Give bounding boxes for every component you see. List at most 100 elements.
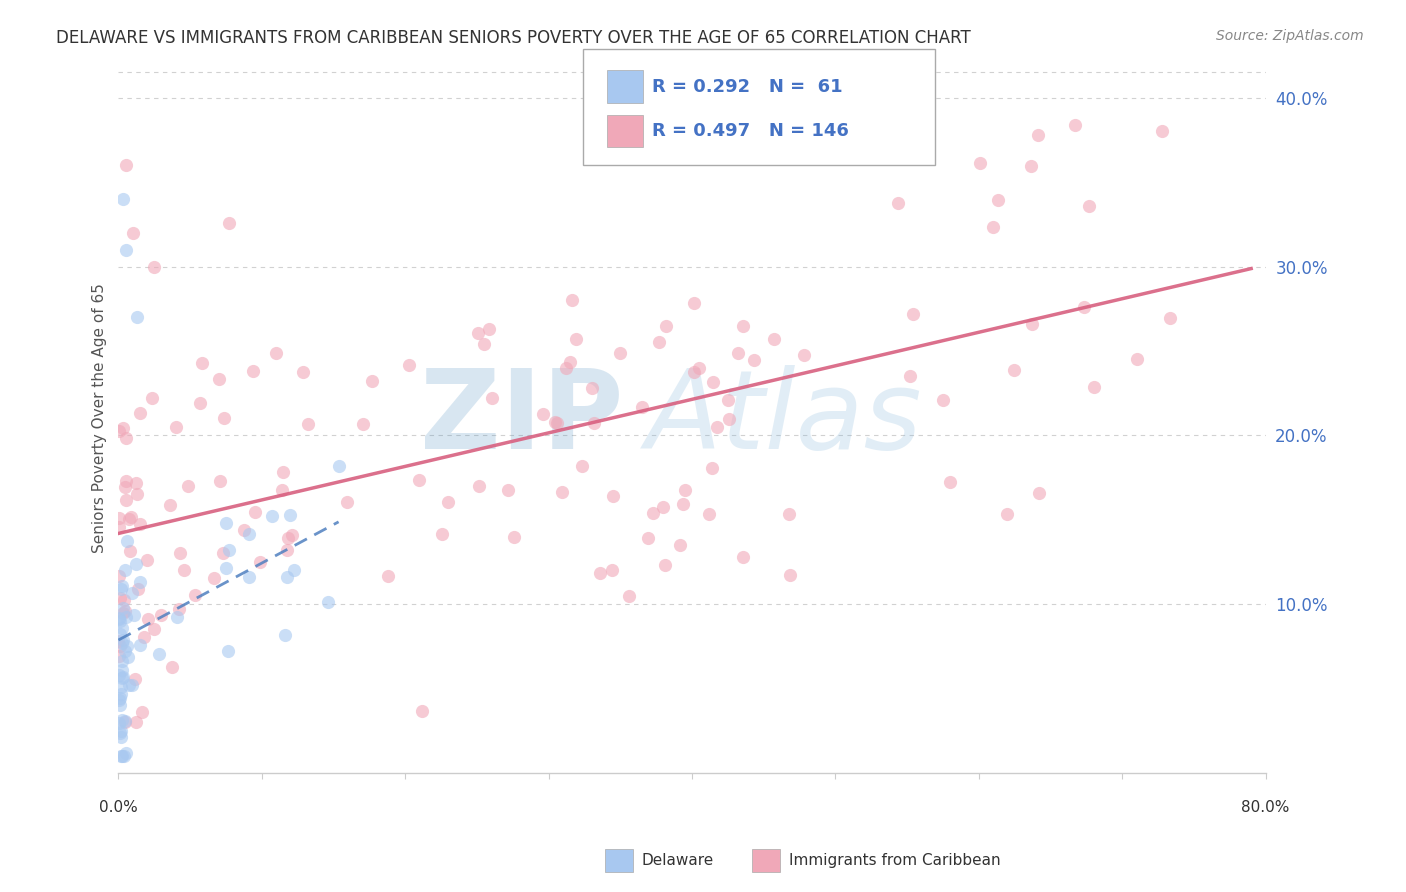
Point bbox=[673, 483, 696, 497]
Point bbox=[697, 507, 720, 521]
Point bbox=[167, 602, 190, 616]
Point bbox=[432, 527, 454, 541]
Point bbox=[111, 713, 134, 727]
Point bbox=[218, 217, 240, 231]
Text: DELAWARE VS IMMIGRANTS FROM CARIBBEAN SENIORS POVERTY OVER THE AGE OF 65 CORRELA: DELAWARE VS IMMIGRANTS FROM CARIBBEAN SE… bbox=[56, 29, 972, 46]
Point bbox=[110, 614, 132, 628]
Point bbox=[115, 639, 138, 653]
Point bbox=[114, 604, 136, 618]
Point bbox=[779, 567, 801, 582]
Point bbox=[641, 506, 664, 520]
Point bbox=[108, 626, 131, 640]
Point bbox=[128, 406, 150, 420]
Point bbox=[111, 670, 134, 684]
Y-axis label: Seniors Poverty Over the Age of 65: Seniors Poverty Over the Age of 65 bbox=[93, 284, 107, 553]
Point bbox=[122, 607, 145, 622]
Point bbox=[110, 748, 132, 763]
Point bbox=[150, 607, 173, 622]
Point bbox=[184, 588, 207, 602]
Point bbox=[481, 391, 503, 405]
Point bbox=[212, 546, 235, 560]
Point bbox=[108, 591, 131, 606]
Point bbox=[165, 420, 187, 434]
Point bbox=[208, 372, 231, 386]
Point bbox=[763, 332, 786, 346]
Point bbox=[114, 644, 136, 658]
Point bbox=[271, 465, 294, 479]
Point bbox=[108, 612, 131, 626]
Point bbox=[114, 714, 136, 729]
Point bbox=[190, 356, 212, 370]
Point bbox=[276, 570, 298, 584]
Point bbox=[215, 560, 238, 574]
Point bbox=[118, 677, 141, 691]
Point bbox=[377, 568, 399, 582]
Point bbox=[114, 480, 136, 494]
Point bbox=[127, 582, 149, 597]
Point bbox=[111, 192, 134, 206]
Point bbox=[682, 365, 704, 379]
Point bbox=[1126, 352, 1149, 367]
Point bbox=[114, 243, 136, 257]
Point bbox=[731, 318, 754, 333]
Point bbox=[1064, 118, 1087, 132]
Point bbox=[202, 571, 225, 585]
Point bbox=[793, 348, 815, 362]
Point bbox=[115, 610, 138, 624]
Point bbox=[217, 644, 239, 658]
Point bbox=[654, 558, 676, 573]
Text: R = 0.292   N =  61: R = 0.292 N = 61 bbox=[652, 78, 844, 95]
Point bbox=[297, 417, 319, 431]
Point bbox=[159, 498, 181, 512]
Point bbox=[436, 495, 458, 509]
Point bbox=[600, 563, 623, 577]
Text: ZIP: ZIP bbox=[420, 365, 623, 472]
Point bbox=[108, 520, 131, 534]
Point bbox=[987, 193, 1010, 207]
Point bbox=[702, 376, 724, 390]
Point bbox=[143, 260, 166, 274]
Point bbox=[631, 400, 654, 414]
Point bbox=[318, 594, 340, 608]
Point bbox=[107, 633, 129, 648]
Point bbox=[554, 360, 576, 375]
Point bbox=[141, 392, 163, 406]
Point bbox=[115, 474, 138, 488]
Point bbox=[238, 526, 260, 541]
Point bbox=[238, 570, 260, 584]
Point bbox=[1152, 124, 1174, 138]
Point bbox=[717, 412, 740, 426]
Point bbox=[110, 724, 132, 739]
Point bbox=[118, 511, 141, 525]
Point bbox=[571, 458, 593, 473]
Point bbox=[114, 563, 136, 577]
Point bbox=[148, 647, 170, 661]
Point bbox=[651, 500, 673, 515]
Point bbox=[125, 714, 148, 729]
Point bbox=[683, 295, 706, 310]
Point bbox=[637, 531, 659, 545]
Point bbox=[273, 628, 295, 642]
Point bbox=[328, 459, 350, 474]
Point bbox=[778, 507, 800, 521]
Point bbox=[112, 592, 135, 607]
Point bbox=[648, 335, 671, 350]
Point bbox=[112, 748, 135, 763]
Point bbox=[278, 508, 301, 522]
Point bbox=[1159, 310, 1181, 325]
Point bbox=[188, 395, 211, 409]
Point bbox=[617, 589, 640, 603]
Point bbox=[131, 705, 153, 719]
Point bbox=[477, 322, 499, 336]
Point bbox=[1078, 199, 1101, 213]
Point bbox=[143, 622, 166, 636]
Point bbox=[398, 358, 420, 372]
Point bbox=[291, 365, 314, 379]
Point bbox=[682, 74, 704, 88]
Point bbox=[1026, 128, 1049, 142]
Point bbox=[995, 507, 1018, 521]
Point bbox=[602, 489, 624, 503]
Point bbox=[276, 542, 298, 557]
Point bbox=[271, 483, 294, 497]
Point bbox=[242, 364, 264, 378]
